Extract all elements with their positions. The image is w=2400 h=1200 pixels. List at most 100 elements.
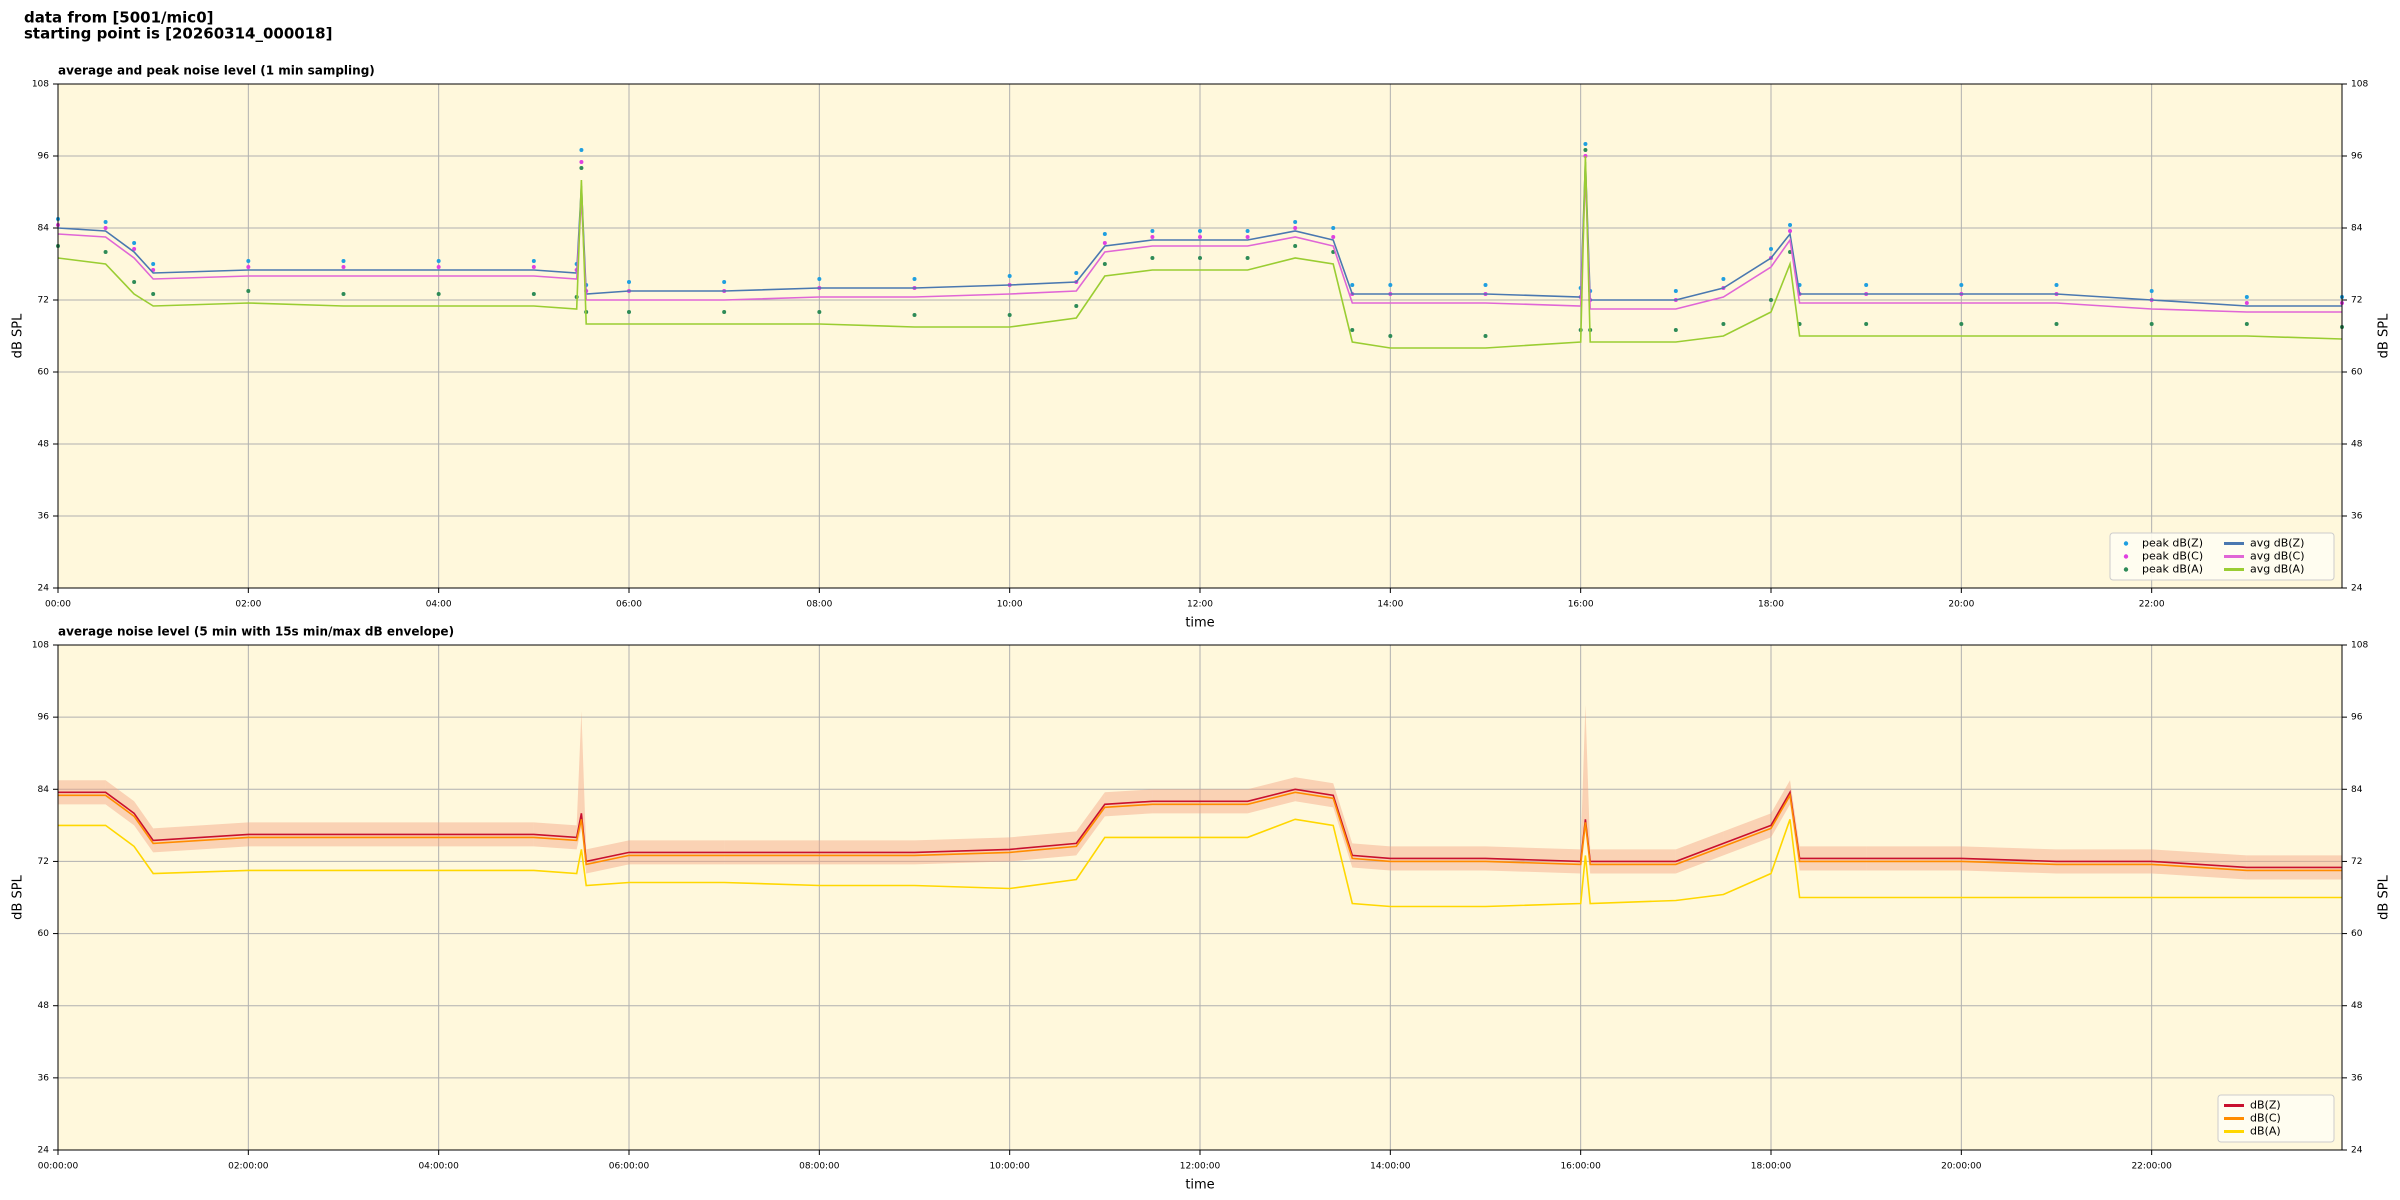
scatter-point (341, 259, 346, 263)
y-tick-label: 108 (32, 641, 49, 651)
scatter-point (627, 310, 631, 314)
x-tick-label: 06:00 (616, 600, 642, 610)
scatter-point (1074, 304, 1079, 308)
header-line: starting point is [20260314_000018] (24, 25, 332, 43)
scatter-point (1102, 241, 1107, 245)
x-tick-label: 20:00 (1948, 600, 1974, 610)
scatter-point (1293, 244, 1298, 248)
scatter-point (2054, 322, 2059, 326)
scatter-point (1673, 328, 1678, 332)
x-tick-label: 12:00 (1187, 600, 1213, 610)
scatter-point (1959, 322, 1964, 326)
scatter-point (1150, 256, 1155, 260)
series-line (58, 818, 2342, 908)
y-tick-label: 72 (2351, 857, 2362, 867)
scatter-point (436, 259, 441, 263)
scatter-point (1293, 226, 1298, 230)
scatter-point (1198, 256, 1202, 260)
y-tick-label: 48 (2351, 1001, 2363, 1011)
scatter-point (1350, 283, 1355, 287)
scatter-point (103, 220, 108, 224)
legend-marker (2123, 554, 2129, 559)
x-tick-label: 04:00:00 (418, 1162, 459, 1172)
legend-label: peak dB(C) (2142, 550, 2203, 563)
scatter-point (2244, 301, 2249, 305)
scatter-point (1007, 274, 1012, 278)
y-tick-label: 36 (2351, 1073, 2363, 1083)
y-tick-label: 48 (38, 1001, 50, 1011)
y-axis-label: dB SPL (11, 313, 26, 358)
y-tick-label: 72 (38, 857, 49, 867)
x-tick-label: 02:00:00 (228, 1162, 269, 1172)
legend-label: dB(Z) (2250, 1099, 2281, 1112)
scatter-point (1673, 289, 1678, 293)
y-axis-label: dB SPL (11, 874, 26, 919)
scatter-point (1721, 322, 1726, 326)
scatter-point (436, 292, 441, 296)
scatter-point (722, 280, 727, 284)
scatter-point (246, 289, 251, 293)
y-tick-label: 48 (2351, 440, 2363, 450)
legend-label: peak dB(A) (2142, 563, 2203, 576)
scatter-point (579, 160, 584, 164)
scatter-point (1331, 226, 1336, 230)
scatter-point (132, 280, 137, 284)
scatter-point (627, 280, 631, 284)
x-tick-label: 18:00 (1758, 600, 1784, 610)
y-axis-label: dB SPL (2377, 874, 2392, 919)
x-tick-label: 16:00 (1568, 600, 1594, 610)
x-tick-label: 22:00:00 (2131, 1162, 2172, 1172)
x-tick-label: 14:00 (1377, 600, 1403, 610)
y-tick-label: 36 (38, 512, 50, 522)
scatter-point (1483, 283, 1488, 287)
x-tick-label: 08:00:00 (799, 1162, 840, 1172)
scatter-point (151, 262, 156, 266)
x-tick-label: 08:00 (806, 600, 832, 610)
legend-box (2109, 532, 2335, 581)
y-tick-label: 72 (2351, 296, 2362, 306)
y-tick-label: 96 (2351, 152, 2363, 162)
scatter-point (1150, 229, 1155, 233)
x-tick-label: 22:00 (2139, 600, 2165, 610)
scatter-point (103, 250, 108, 254)
scatter-point (912, 277, 917, 281)
y-tick-label: 60 (38, 368, 50, 378)
legend-label: dB(C) (2250, 1112, 2281, 1125)
legend-label: avg dB(C) (2250, 550, 2305, 563)
scatter-point (2149, 322, 2154, 326)
scatter-point (132, 241, 137, 245)
x-tick-label: 02:00 (235, 600, 261, 610)
chart-title: average and peak noise level (1 min samp… (58, 64, 375, 78)
y-tick-label: 96 (38, 152, 50, 162)
scatter-point (817, 310, 822, 314)
scatter-point (151, 292, 156, 296)
scatter-point (817, 277, 822, 281)
scatter-point (1864, 322, 1869, 326)
y-tick-label: 36 (2351, 512, 2363, 522)
series-line (57, 173, 2342, 313)
scatter-point (1331, 235, 1336, 239)
plot-frame (57, 83, 2343, 589)
scatter-point (1769, 247, 1773, 251)
scatter-point (2054, 283, 2059, 287)
scatter-point (1350, 328, 1355, 332)
x-tick-label: 14:00:00 (1370, 1162, 1411, 1172)
scatter-point (1388, 283, 1393, 287)
scatter-point (1959, 283, 1964, 287)
x-tick-label: 04:00 (426, 600, 452, 610)
legend-marker (2123, 541, 2129, 546)
x-tick-label: 18:00:00 (1751, 1162, 1792, 1172)
x-tick-label: 06:00:00 (609, 1162, 650, 1172)
plot-frame (57, 644, 2343, 1151)
y-tick-label: 108 (32, 80, 49, 90)
scatter-point (1769, 298, 1773, 302)
x-tick-label: 20:00:00 (1941, 1162, 1982, 1172)
scatter-point (1245, 256, 1250, 260)
legend-marker (2123, 567, 2129, 572)
y-tick-label: 108 (2351, 641, 2368, 651)
scatter-point (246, 265, 251, 269)
header-line: data from [5001/mic0] (24, 9, 214, 27)
scatter-point (1388, 334, 1393, 338)
legend-label: peak dB(Z) (2142, 537, 2203, 550)
